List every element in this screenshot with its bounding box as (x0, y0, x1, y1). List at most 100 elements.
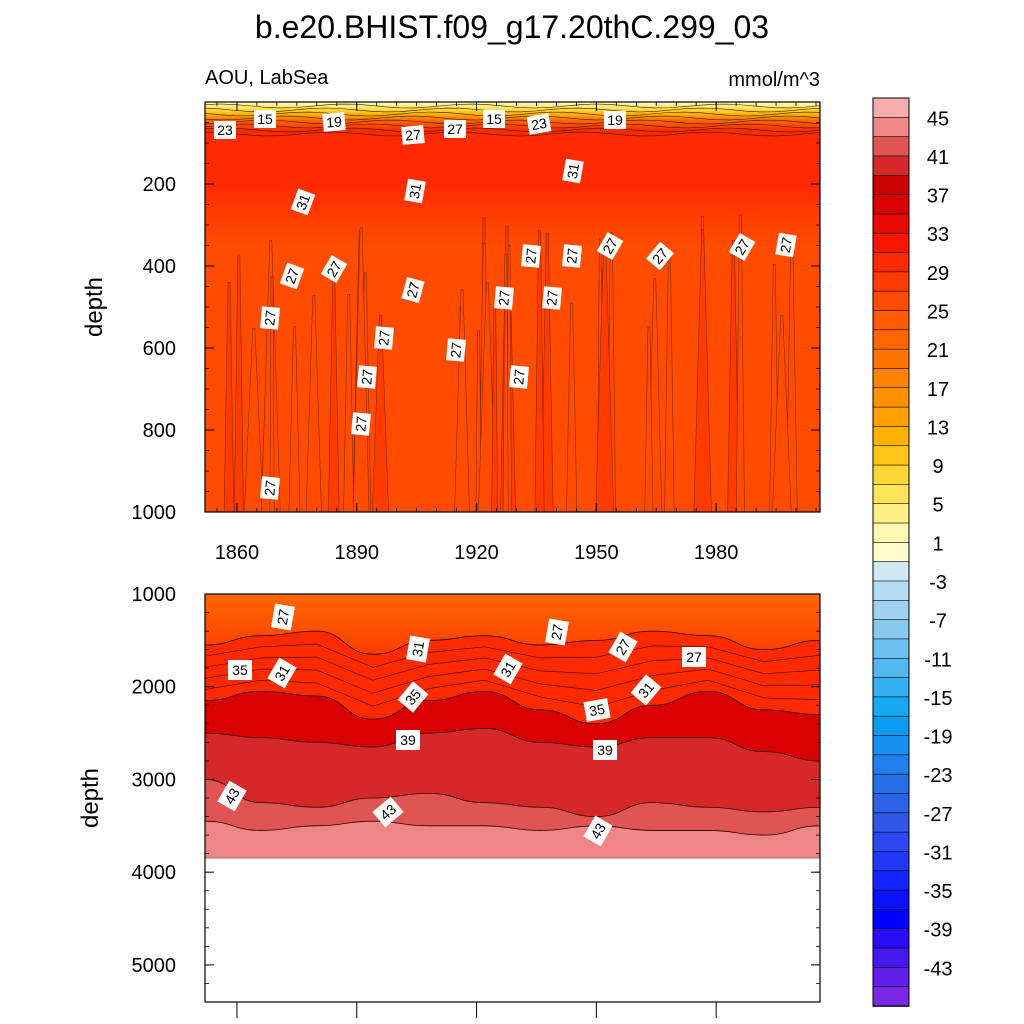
upper-contour-label-box (401, 277, 425, 303)
colorbar-swatch (872, 889, 910, 911)
upper-streak (502, 254, 509, 512)
upper-contour-label-box (596, 231, 624, 261)
lower-contour-label-text: 35 (232, 662, 248, 678)
lower-contour-label-box (593, 740, 617, 760)
lower-contour-label-box (608, 631, 638, 663)
upper-contour-label: 19 (604, 111, 626, 129)
upper-contour-label-text: 27 (563, 247, 580, 264)
colorbar-swatch (872, 232, 910, 254)
lower-contour-label-box (630, 674, 662, 706)
colorbar-swatch (872, 117, 910, 138)
upper-contour-label-box (728, 232, 756, 262)
colorbar-swatch (872, 368, 910, 389)
colorbar-tick-label: 5 (932, 495, 943, 517)
upper-contour-label-box (444, 120, 466, 138)
colorbar-swatch (872, 464, 910, 486)
lower-y-tick-label: 3000 (132, 769, 177, 791)
upper-contour-label: 27 (351, 412, 371, 436)
upper-contour-label: 27 (728, 232, 756, 262)
upper-streak (223, 281, 235, 512)
colorbar-swatch (872, 735, 910, 756)
colorbar-tick-label: 9 (932, 456, 943, 478)
lower-contour-label-text: 43 (221, 785, 243, 807)
upper-contour-line (205, 103, 820, 109)
lower-contour-label-text: 35 (588, 701, 606, 719)
lower-contour-label-box (397, 681, 429, 713)
lower-contour-label-box (217, 780, 247, 812)
colorbar-swatch (872, 793, 910, 814)
x-tick-label: 1980 (694, 542, 739, 564)
upper-streak (534, 230, 545, 512)
colorbar-tick-label: 41 (927, 147, 949, 169)
upper-streak (566, 302, 578, 512)
upper-contour-label-box (374, 326, 394, 350)
upper-contour-label: 27 (562, 244, 582, 268)
colorbar-swatch (872, 986, 910, 1007)
x-tick-label: 1950 (574, 542, 619, 564)
upper-contour-label-box (351, 412, 371, 436)
colorbar-swatch (872, 213, 910, 235)
upper-contour-label-box (322, 112, 346, 132)
upper-streak (693, 229, 712, 512)
lower-contour-label: 27 (608, 631, 638, 663)
upper-contour-label: 15 (254, 110, 276, 128)
upper-contour-label-box (604, 111, 626, 129)
lower-contour-label-box (267, 657, 297, 689)
lower-contour-label-box (396, 730, 420, 750)
upper-contour-label: 27 (357, 365, 377, 389)
units-label: mmol/m^3 (728, 69, 820, 91)
lower-contour-label-box (228, 660, 252, 680)
x-tick-label: 1890 (335, 542, 380, 564)
upper-contour-label-text: 27 (405, 126, 422, 143)
upper-contour-label-box (562, 244, 582, 268)
lower-contour-label: 35 (583, 698, 611, 722)
upper-contour-label: 27 (521, 244, 541, 268)
lower-contour-label: 43 (217, 780, 247, 812)
lower-contour-label-text: 31 (497, 658, 519, 680)
upper-contour-label-box (260, 476, 280, 500)
lower-contour-label-text: 27 (686, 649, 702, 665)
upper-contour-label-text: 27 (731, 236, 753, 258)
upper-streak (644, 326, 654, 512)
colorbar-swatch (872, 329, 910, 350)
upper-y-tick-label: 600 (143, 338, 176, 360)
upper-contour-label: 15 (483, 110, 505, 128)
lower-contour-label: 31 (406, 635, 430, 663)
colorbar-tick-label: -27 (924, 804, 953, 826)
upper-contour-label-box (562, 158, 584, 184)
colorbar-tick-label: 37 (927, 186, 949, 208)
upper-panel: 200 400 600 800 1000 1860 1890 1920 1950 1980 de… (81, 101, 821, 564)
upper-contour-label-text: 27 (777, 236, 795, 254)
colorbar-swatch (872, 773, 910, 795)
upper-contour-label-text: 31 (293, 192, 313, 212)
lower-contour-label-text: 39 (597, 742, 613, 758)
colorbar-swatch (872, 136, 910, 157)
upper-y-axis-title: depth (81, 277, 108, 337)
x-tick-label: 1920 (454, 542, 499, 564)
lower-y-tick-label: 1000 (132, 584, 177, 606)
upper-streak (454, 289, 470, 512)
upper-contour-label-box (260, 306, 280, 330)
upper-streak (735, 214, 745, 512)
upper-contour-label-text: 27 (510, 368, 527, 385)
colorbar-swatch (872, 406, 910, 428)
colorbar-swatch (872, 97, 910, 119)
upper-y-tick-label: 800 (143, 420, 176, 442)
lower-contour-label-box (545, 618, 569, 646)
lower-contour-line (205, 679, 820, 708)
lower-contour-label-text: 27 (274, 608, 292, 626)
lower-contour-label: 43 (372, 796, 404, 828)
upper-contour-label: 27 (444, 120, 466, 138)
upper-streak (269, 276, 275, 512)
upper-contour-label: 27 (279, 262, 305, 290)
upper-contour-label-box (775, 232, 797, 258)
upper-contour-label-box (214, 121, 236, 139)
variable-region-label: AOU, LabSea (205, 67, 329, 89)
upper-contour-label-box (404, 178, 426, 204)
upper-contour-label-box (646, 241, 674, 271)
lower-contour-label-text: 31 (271, 662, 293, 684)
lower-contour-labels: 27 27 27 27 35 31 31 31 31 35 35 39 39 43 43 43 (217, 603, 706, 847)
upper-contour-label-text: 23 (530, 115, 548, 133)
colorbar-tick-label: 21 (927, 340, 949, 362)
upper-contour-label-box (509, 365, 529, 389)
